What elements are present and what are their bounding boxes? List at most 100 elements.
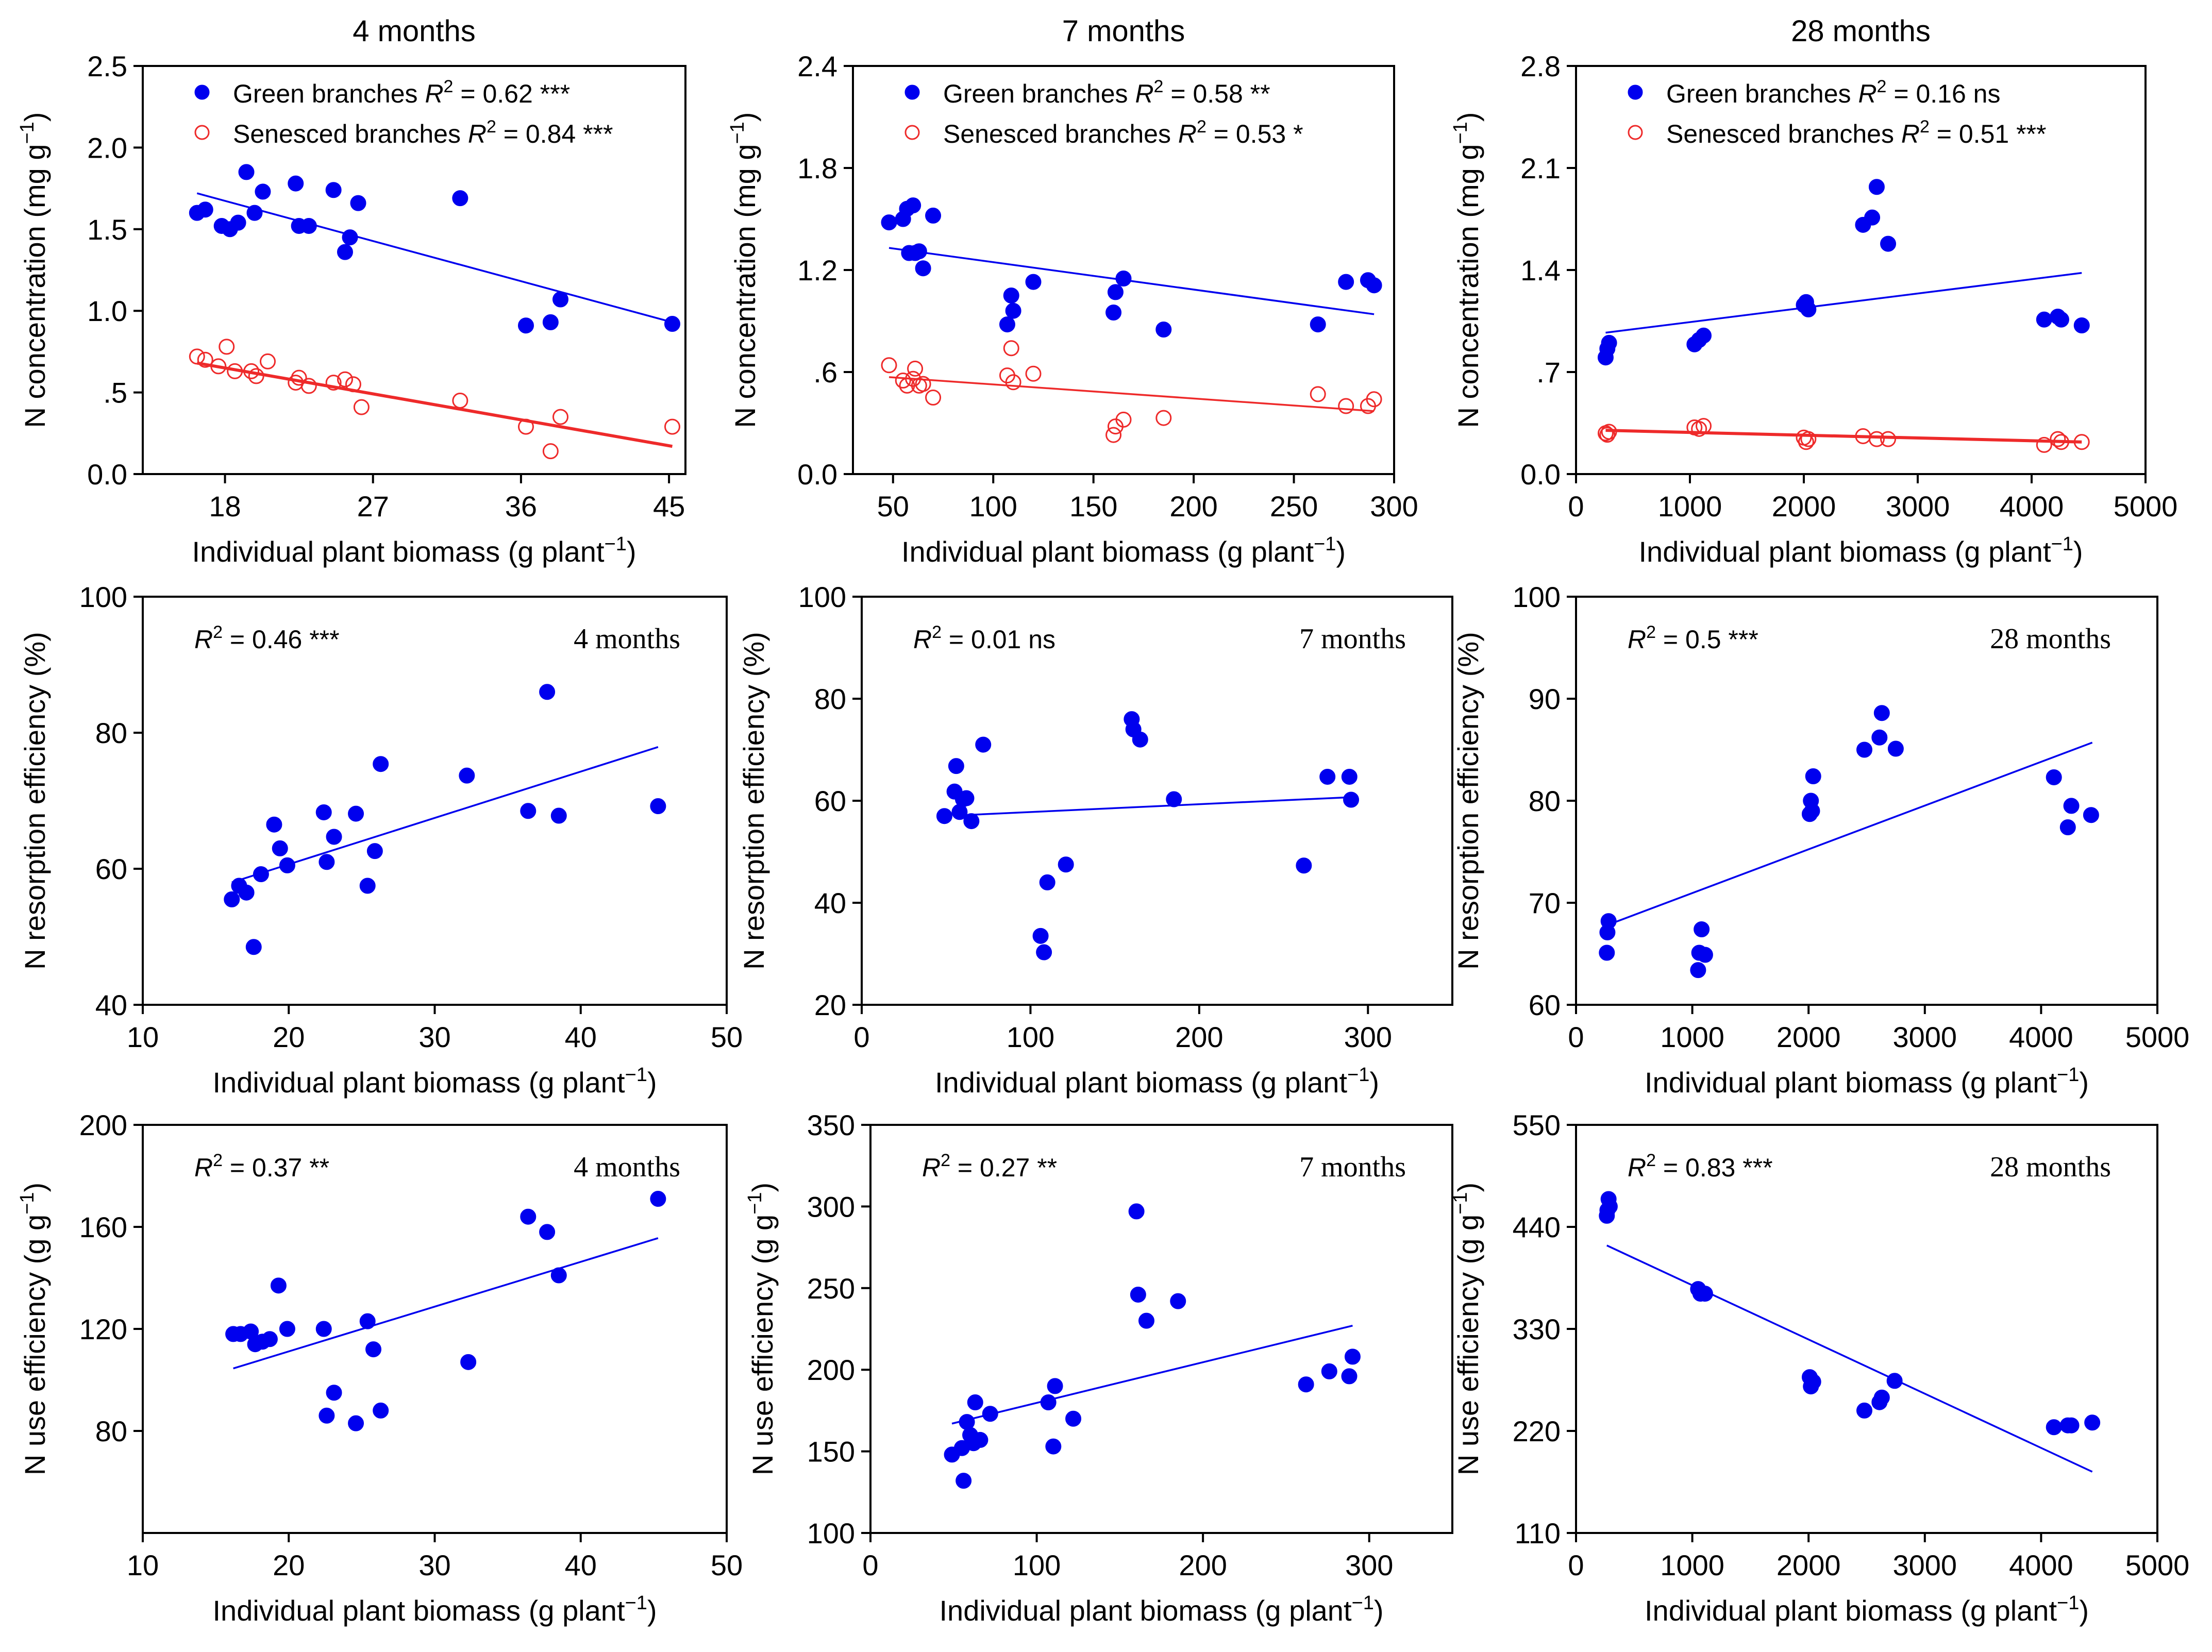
data-point (925, 207, 942, 224)
data-point (2059, 819, 2076, 835)
regression-line (196, 192, 673, 324)
regression-line (1605, 272, 2082, 334)
x-tick-label: 5000 (2125, 1549, 2190, 1581)
data-point (1601, 334, 1617, 351)
x-tick-label: 1000 (1658, 490, 1722, 522)
data-point (956, 1473, 972, 1489)
y-tick-label: 110 (1515, 1517, 1561, 1549)
data-point (915, 260, 931, 277)
data-point-senesced (881, 357, 897, 374)
x-tick-label: 40 (565, 1549, 597, 1581)
data-point (261, 1331, 278, 1347)
y-tick-label: 20 (814, 989, 846, 1021)
x-tick-label: 36 (505, 490, 537, 522)
y-tick-label: 90 (1529, 683, 1561, 715)
regression-line (233, 1237, 659, 1370)
y-tick-label: 120 (79, 1313, 127, 1345)
y-axis-label: N concentration (mg g−1) (16, 112, 51, 428)
data-point (1694, 921, 1710, 937)
y-tick-label: 60 (814, 785, 846, 817)
x-tick-label: 0 (1568, 1021, 1584, 1053)
data-point (963, 813, 980, 830)
data-point-senesced (925, 390, 942, 406)
y-tick-label: 550 (1513, 1109, 1561, 1141)
x-tick-label: 18 (209, 490, 241, 522)
data-point (1856, 1402, 1872, 1419)
r-squared-annotation: R2 = 0.27 ** (922, 1151, 1057, 1182)
data-point-senesced (664, 418, 680, 435)
legend-entry: Green branches R2 = 0.16 ns (1666, 77, 2000, 108)
y-tick-label: 1.4 (1520, 254, 1561, 286)
data-point (1045, 1438, 1062, 1455)
data-point (2083, 807, 2099, 823)
data-point (1040, 1394, 1057, 1411)
x-tick-label: 300 (1344, 1021, 1392, 1053)
x-tick-label: 5000 (2114, 490, 2178, 522)
data-point (459, 767, 475, 784)
x-tick-label: 30 (418, 1549, 450, 1581)
x-tick-label: 2000 (1772, 490, 1836, 522)
y-tick-label: 440 (1513, 1211, 1561, 1243)
data-point (959, 1414, 975, 1430)
data-point (1321, 1363, 1337, 1379)
data-point (1690, 962, 1706, 979)
data-point-senesced (353, 399, 370, 415)
data-point (2084, 1414, 2101, 1431)
x-tick-label: 3000 (1893, 1549, 1957, 1581)
data-point (539, 1224, 556, 1240)
data-point-senesced (1601, 424, 1617, 440)
panel-period-label: 7 months (1299, 623, 1406, 655)
data-point (2046, 1419, 2062, 1436)
y-tick-label: 70 (1529, 887, 1561, 919)
data-point (1065, 1410, 1082, 1427)
data-point (905, 197, 921, 214)
data-point (517, 317, 534, 334)
data-point (1319, 768, 1336, 785)
data-point (1105, 305, 1122, 321)
plot-frame (142, 596, 728, 1006)
data-point (936, 808, 952, 824)
data-point-senesced (1696, 418, 1712, 434)
data-point (2063, 798, 2080, 814)
data-point-senesced (325, 375, 342, 391)
data-point (1864, 209, 1881, 226)
y-tick-label: .7 (1536, 356, 1561, 389)
legend-marker (904, 125, 920, 140)
y-tick-label: 80 (1529, 785, 1561, 817)
data-point (366, 843, 383, 859)
panels: 18 27 36 45 0.0 .5 1.0 1.5 2.0 2.5 Individual plan… (16, 14, 2189, 1627)
data-point (550, 807, 567, 824)
y-tick-label: 100 (807, 1517, 855, 1549)
data-point (1856, 741, 1872, 758)
y-tick-label: 220 (1513, 1415, 1561, 1447)
data-point (1310, 316, 1326, 333)
x-tick-label: 30 (418, 1021, 450, 1053)
regression-line (954, 796, 1351, 817)
data-point (348, 1415, 364, 1431)
data-point (650, 798, 666, 815)
data-point (1003, 288, 1019, 304)
data-point (1873, 1389, 1890, 1406)
data-point (958, 790, 975, 806)
data-point (1868, 179, 1885, 195)
data-point (1696, 327, 1712, 344)
data-point (326, 829, 342, 845)
legend-marker (194, 125, 210, 140)
data-point (1047, 1378, 1063, 1394)
x-tick-label: 200 (1179, 1549, 1227, 1581)
data-point-senesced (2036, 436, 2052, 453)
y-tick-label: 1.2 (797, 254, 837, 286)
data-point (1886, 1373, 1903, 1389)
data-point (1032, 928, 1049, 944)
data-point (2073, 317, 2090, 333)
y-tick-label: 40 (814, 887, 846, 919)
data-point-senesced (1025, 365, 1042, 382)
y-tick-label: 150 (807, 1436, 855, 1468)
y-tick-label: 200 (807, 1354, 855, 1386)
data-point (253, 866, 269, 883)
data-point-senesced (452, 392, 468, 409)
data-point-senesced (248, 368, 264, 384)
data-point-senesced (1310, 386, 1326, 402)
